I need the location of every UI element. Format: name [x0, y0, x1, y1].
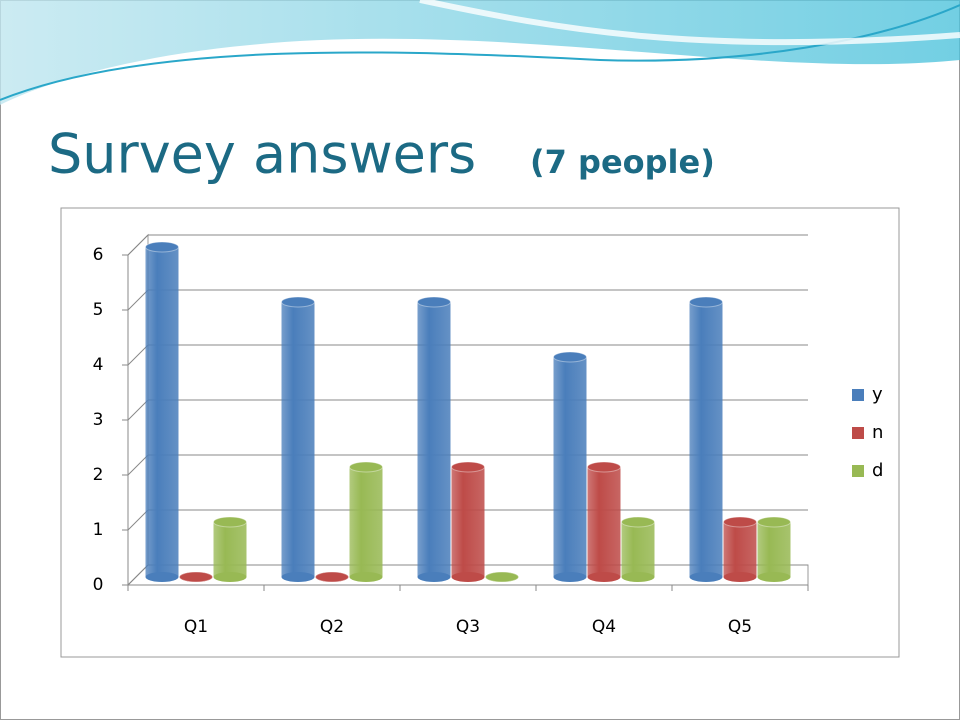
- bar-top: [145, 241, 179, 253]
- bar-bottom: [757, 572, 791, 582]
- bar-body: [757, 522, 791, 577]
- bar-bottom: [451, 572, 485, 582]
- bar: [349, 461, 383, 582]
- bar-bottom: [723, 572, 757, 582]
- bar-bottom: [587, 572, 621, 582]
- bar-body: [587, 467, 621, 577]
- y-tick-label: 3: [93, 410, 104, 430]
- bar: [621, 516, 655, 582]
- bar-top: [621, 516, 655, 528]
- legend-swatch: [852, 389, 864, 401]
- bar-body: [723, 522, 757, 577]
- legend-swatch: [852, 465, 864, 477]
- bar-body: [621, 522, 655, 577]
- y-tick-label: 0: [93, 575, 104, 595]
- bar-top: [587, 461, 621, 473]
- header-wave: [0, 0, 960, 105]
- grid-line: [127, 454, 149, 476]
- bar-top: [485, 571, 519, 583]
- bar: [417, 296, 451, 582]
- legend-label: d: [872, 460, 883, 481]
- bar-body: [553, 357, 587, 577]
- bar-top: [349, 461, 383, 473]
- bar: [689, 296, 723, 582]
- bar: [451, 461, 485, 582]
- header-highlight: [419, 0, 960, 46]
- y-tick-label: 5: [93, 300, 104, 320]
- bar: [587, 461, 621, 582]
- bar-body: [281, 302, 315, 577]
- grid-line: [127, 509, 149, 531]
- bar-top: [281, 296, 315, 308]
- bar-body: [451, 467, 485, 577]
- x-tick-label: Q4: [592, 617, 616, 637]
- bar-bottom: [349, 572, 383, 582]
- header-line: [0, 4, 960, 101]
- bar: [179, 571, 213, 583]
- bar-top: [179, 571, 213, 583]
- y-tick-label: 6: [93, 245, 104, 265]
- grid-line: [127, 289, 149, 311]
- bar: [553, 351, 587, 582]
- bar-bottom: [145, 572, 179, 582]
- bar: [315, 571, 349, 583]
- bar: [485, 571, 519, 583]
- x-tick-label: Q1: [184, 617, 208, 637]
- bar-bottom: [281, 572, 315, 582]
- bar-top: [451, 461, 485, 473]
- y-tick-label: 1: [93, 520, 104, 540]
- x-tick-label: Q3: [456, 617, 480, 637]
- bar: [723, 516, 757, 582]
- y-tick-label: 4: [93, 355, 104, 375]
- legend-label: y: [872, 384, 883, 405]
- bar-top: [417, 296, 451, 308]
- bar-top: [723, 516, 757, 528]
- y-tick-label: 2: [93, 465, 104, 485]
- grid-line: [127, 399, 149, 421]
- chart-frame: [60, 207, 900, 658]
- bar-body: [689, 302, 723, 577]
- bar-bottom: [553, 572, 587, 582]
- bar-top: [213, 516, 247, 528]
- bar-top: [553, 351, 587, 363]
- grid-line: [127, 344, 149, 366]
- bar-top: [689, 296, 723, 308]
- bar-body: [349, 467, 383, 577]
- x-tick-label: Q2: [320, 617, 344, 637]
- bar-bottom: [689, 572, 723, 582]
- bar: [757, 516, 791, 582]
- bar-bottom: [213, 572, 247, 582]
- bar-body: [213, 522, 247, 577]
- legend-swatch: [852, 427, 864, 439]
- bar-top: [757, 516, 791, 528]
- x-tick-label: Q5: [728, 617, 752, 637]
- bar-body: [417, 302, 451, 577]
- grid-line: [127, 564, 149, 586]
- slide-title: Survey answers: [48, 123, 476, 186]
- bar-bottom: [621, 572, 655, 582]
- bar-top: [315, 571, 349, 583]
- bar: [213, 516, 247, 582]
- bar-body: [145, 247, 179, 577]
- bar: [145, 241, 179, 582]
- bar-bottom: [417, 572, 451, 582]
- slide-subtitle: (7 people): [530, 143, 715, 181]
- bar: [281, 296, 315, 582]
- legend-label: n: [872, 422, 883, 443]
- grid-line: [127, 234, 149, 256]
